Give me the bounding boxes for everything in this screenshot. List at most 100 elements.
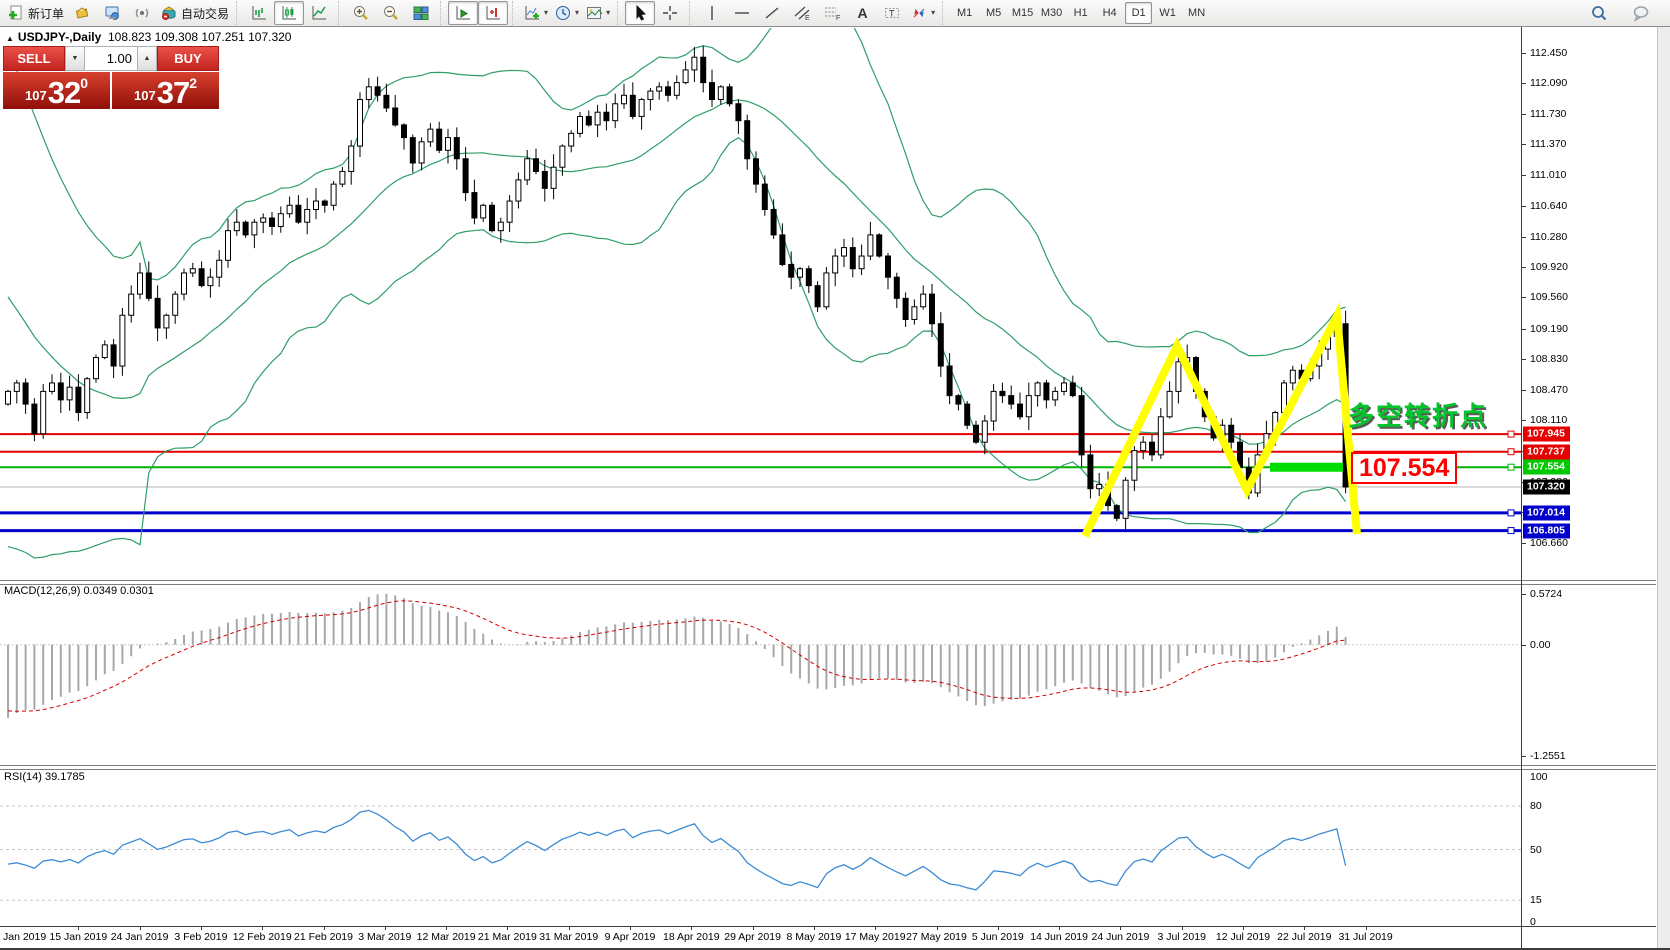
timeframe-button-h1[interactable]: H1 <box>1073 7 1088 19</box>
indicators-dropdown-caret[interactable]: ▾ <box>544 8 549 17</box>
indicators-icon <box>523 4 541 22</box>
templates-dropdown-caret[interactable]: ▾ <box>606 8 611 17</box>
text-button[interactable]: A <box>847 1 877 25</box>
macd-scale-0.5724: 0.5724 <box>1530 587 1563 600</box>
chart-collapse-icon[interactable]: ▲ <box>6 34 14 43</box>
trendline-button[interactable] <box>757 1 787 25</box>
macd-rsi-separator[interactable] <box>0 765 1656 770</box>
date-label-15: 27 May 2019 <box>906 931 967 943</box>
periods-button[interactable]: ▾ <box>551 1 582 25</box>
gold-button[interactable] <box>67 1 97 25</box>
crosshair-icon <box>661 4 679 22</box>
level-anchor-106.805 <box>1507 527 1515 535</box>
date-tick <box>200 926 202 930</box>
date-tick <box>507 926 509 930</box>
toolbar-group-4: ▾ ▾ ▾ <box>512 1 613 25</box>
date-tick <box>691 926 693 930</box>
chart-bars-button[interactable] <box>244 1 274 25</box>
autotrade-button[interactable]: 自动交易 <box>157 1 232 25</box>
remote-monitor-button[interactable] <box>97 1 127 25</box>
timeframe-button-mn[interactable]: MN <box>1188 7 1206 19</box>
price-chart-canvas[interactable] <box>0 27 1521 580</box>
horizontal-line-icon <box>733 4 751 22</box>
date-label-13: 8 May 2019 <box>786 931 842 943</box>
price-tick-111.370: 111.370 <box>1530 138 1567 151</box>
buy-button[interactable]: BUY <box>157 46 219 71</box>
date-label-16: 5 Jun 2019 <box>971 931 1024 943</box>
text-label-button[interactable]: T <box>877 1 907 25</box>
window-scrollbar[interactable] <box>1657 26 1670 948</box>
bid-quote[interactable]: 107 32 0 <box>3 72 110 109</box>
chart-shift-button[interactable] <box>478 1 509 25</box>
indicators-button[interactable]: ▾ <box>520 1 551 25</box>
vertical-line-button[interactable] <box>697 1 727 25</box>
vertical-line-icon <box>703 4 721 22</box>
date-tick <box>1365 926 1367 930</box>
chart-candles-button[interactable] <box>274 1 305 25</box>
chat-icon <box>1632 4 1650 22</box>
cursor-button[interactable] <box>625 1 656 25</box>
level-anchor-107.737 <box>1507 448 1515 456</box>
arrows-button[interactable]: ▾ <box>907 1 938 25</box>
periods-icon <box>554 4 572 22</box>
level-anchor-107.554 <box>1507 463 1515 471</box>
date-label-12: 29 Apr 2019 <box>724 931 781 943</box>
date-label-0: Jan 2019 <box>3 931 47 943</box>
date-label-20: 12 Jul 2019 <box>1215 931 1271 943</box>
price-tick-110.640: 110.640 <box>1530 200 1568 213</box>
volume-decrease-button[interactable]: ▼ <box>65 46 85 71</box>
price-tick-109.190: 109.190 <box>1530 322 1568 335</box>
chart-line-button[interactable] <box>304 1 334 25</box>
timeframe-button-d1[interactable]: D1 <box>1125 2 1153 24</box>
chat-button[interactable] <box>1626 1 1656 25</box>
horizontal-line-button[interactable] <box>727 1 757 25</box>
templates-button[interactable]: ▾ <box>582 1 613 25</box>
date-tick <box>1059 926 1061 930</box>
timeframe-button-m30[interactable]: M30 <box>1040 7 1063 19</box>
rsi-scale-15: 15 <box>1530 894 1542 907</box>
timeframe-button-m1[interactable]: M1 <box>956 7 973 19</box>
tile-windows-button[interactable] <box>406 1 436 25</box>
auto-scroll-button[interactable] <box>448 1 479 25</box>
zoom-out-button[interactable] <box>376 1 406 25</box>
broadcast-button[interactable] <box>127 1 157 25</box>
price-macd-separator[interactable] <box>0 580 1656 585</box>
price-tick-dash <box>1521 359 1526 361</box>
price-tick-dash <box>1521 174 1526 176</box>
volume-increase-button[interactable]: ▲ <box>137 46 157 71</box>
date-label-14: 17 May 2019 <box>844 931 906 943</box>
rsi-panel-canvas[interactable] <box>0 769 1521 926</box>
price-tick-109.560: 109.560 <box>1530 291 1568 304</box>
sell-button[interactable]: SELL <box>3 46 65 71</box>
zoom-out-icon <box>382 4 400 22</box>
rsi-scale-80: 80 <box>1530 800 1542 812</box>
macd-panel-canvas[interactable] <box>0 584 1521 764</box>
svg-text:F: F <box>836 15 840 22</box>
price-tick-112.090: 112.090 <box>1530 77 1568 90</box>
toolbar-group-6: E F A T ▾ <box>689 1 938 25</box>
price-tick-106.660: 106.660 <box>1530 536 1568 549</box>
timeframe-button-w1[interactable]: W1 <box>1159 7 1176 19</box>
crosshair-button[interactable] <box>655 1 685 25</box>
date-label-5: 21 Feb 2019 <box>294 931 353 943</box>
autotrade-label: 自动交易 <box>181 6 230 21</box>
zoom-in-button[interactable] <box>346 1 376 25</box>
date-tick <box>630 926 631 930</box>
arrows-icon <box>910 4 928 22</box>
rsi-scale-0: 0 <box>1530 916 1536 928</box>
new-order-button[interactable]: 新订单 <box>4 1 67 25</box>
turning-point-annotation[interactable]: 多空转折点 <box>1348 401 1489 431</box>
timeframe-button-m5[interactable]: M5 <box>985 7 1002 19</box>
toolbar-group-2 <box>338 1 436 25</box>
ask-quote[interactable]: 107 37 2 <box>112 72 219 109</box>
volume-input[interactable]: 1.00 <box>85 46 137 71</box>
timeframe-button-h4[interactable]: H4 <box>1102 7 1117 19</box>
search-button[interactable] <box>1584 1 1614 25</box>
periods-dropdown-caret[interactable]: ▾ <box>575 8 580 17</box>
equidistant-channel-button[interactable]: E <box>787 1 817 25</box>
fibonacci-button[interactable]: F <box>817 1 847 25</box>
timeframe-button-m15[interactable]: M15 <box>1011 7 1034 19</box>
arrows-dropdown-caret[interactable]: ▾ <box>931 8 936 17</box>
price-callout-label[interactable]: 107.554 <box>1351 452 1458 484</box>
